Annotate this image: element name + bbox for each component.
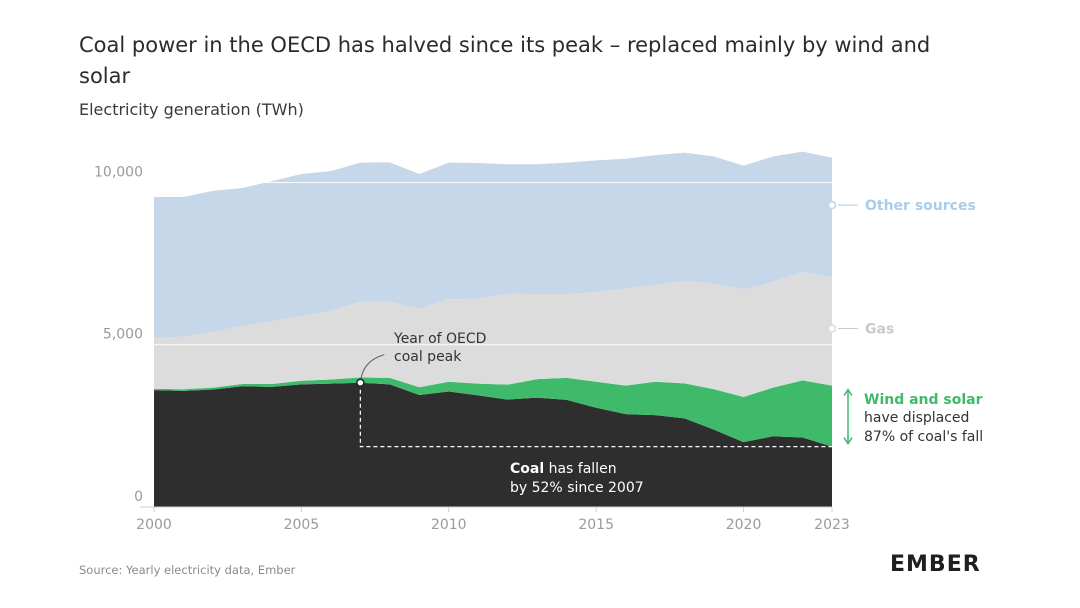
area-coal bbox=[154, 382, 832, 507]
area-layer bbox=[154, 151, 832, 507]
annotation-layer: Year of OECD coal peak Coal has fallen by 5… bbox=[356, 331, 832, 496]
coal-rest-text: has fallen bbox=[544, 461, 616, 477]
chart-title: Coal power in the OECD has halved since … bbox=[79, 33, 931, 88]
peak-label-line2: coal peak bbox=[394, 349, 462, 365]
coal-fall-label-line1: Coal has fallen bbox=[510, 461, 617, 477]
x-tick-label: 2020 bbox=[726, 517, 762, 533]
chart-subtitle: Electricity generation (TWh) bbox=[79, 100, 304, 119]
wind-solar-label: Wind and solar bbox=[864, 392, 983, 408]
x-tick-label: 2023 bbox=[814, 517, 850, 533]
x-tick-label: 2000 bbox=[136, 517, 172, 533]
y-tick-label: 10,000 bbox=[94, 164, 143, 180]
peak-label-line1: Year of OECD bbox=[393, 331, 486, 347]
other-sources-label: Other sources bbox=[865, 198, 976, 214]
coal-drop-dashed-line bbox=[359, 382, 832, 448]
gas-end-marker bbox=[827, 324, 837, 333]
x-tick-label: 2010 bbox=[431, 517, 467, 533]
gas-label: Gas bbox=[865, 322, 894, 338]
y-tick-label: 5,000 bbox=[103, 327, 143, 343]
coal-fall-label-line2: by 52% since 2007 bbox=[510, 480, 644, 496]
series-label-layer: Other sources Gas Wind and solar have displ… bbox=[827, 198, 983, 445]
area-gas bbox=[154, 272, 832, 397]
y-tick-label: 0 bbox=[134, 489, 143, 505]
x-tick-label: 2005 bbox=[284, 517, 320, 533]
axis-layer: 0 5,000 10,000 2000 2005 2010 2015 2020 2023 bbox=[94, 164, 850, 533]
x-tick-label: 2015 bbox=[578, 517, 614, 533]
other-end-marker bbox=[827, 200, 837, 210]
area-other bbox=[154, 151, 832, 339]
wind-solar-note-line2: 87% of coal's fall bbox=[864, 429, 983, 445]
source-note: Source: Yearly electricity data, Ember bbox=[79, 563, 296, 577]
wind-solar-note-line1: have displaced bbox=[864, 410, 969, 426]
arrow-head-up bbox=[843, 388, 853, 397]
coal-bold-word: Coal bbox=[510, 461, 544, 477]
gridline-layer bbox=[140, 181, 832, 346]
area-wind_solar bbox=[154, 377, 832, 447]
arrow-head-down bbox=[843, 437, 853, 445]
coal-peak-marker bbox=[356, 378, 365, 387]
ember-logo: EMBER bbox=[890, 552, 981, 577]
